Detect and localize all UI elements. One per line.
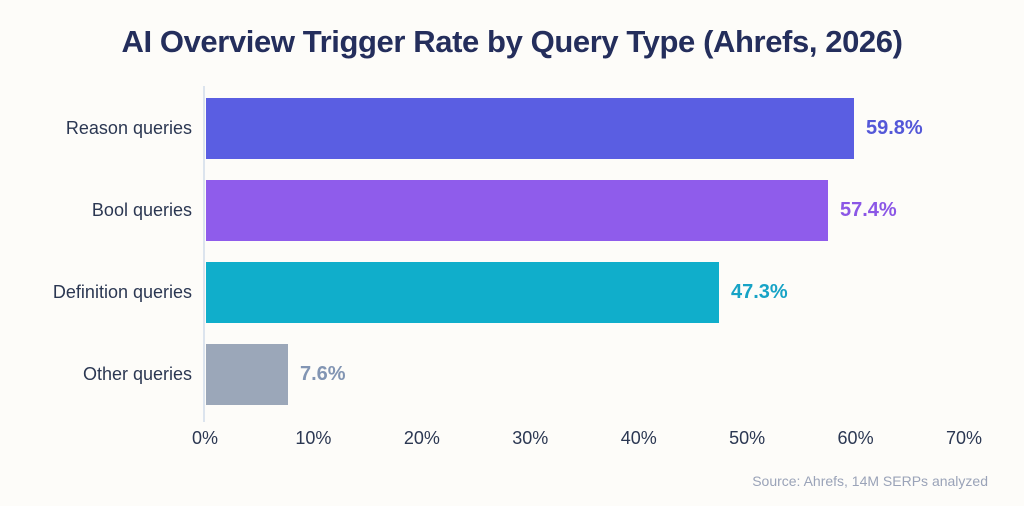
- x-tick-label: 70%: [945, 428, 983, 448]
- x-tick-label: 40%: [620, 428, 657, 448]
- bar: [206, 98, 854, 159]
- x-tick-label: 50%: [729, 428, 766, 448]
- category-label: Reason queries: [65, 117, 192, 138]
- x-tick-label: 20%: [403, 428, 440, 448]
- category-label: Definition queries: [52, 281, 192, 302]
- value-label: 57.4%: [840, 198, 897, 221]
- y-axis-line: [203, 86, 205, 422]
- value-label: 59.8%: [866, 116, 923, 139]
- bar: [206, 262, 719, 323]
- value-label: 47.3%: [731, 280, 788, 303]
- bar: [206, 180, 828, 241]
- category-label: Other queries: [82, 363, 192, 384]
- x-tick-label: 60%: [837, 428, 874, 448]
- x-tick-label: 30%: [512, 428, 549, 448]
- chart-title: AI Overview Trigger Rate by Query Type (…: [121, 24, 903, 59]
- x-tick-label: 0%: [191, 428, 219, 448]
- value-label: 7.6%: [300, 362, 346, 385]
- source-note: Source: Ahrefs, 14M SERPs analyzed: [752, 473, 988, 489]
- bar: [206, 344, 288, 405]
- category-label: Bool queries: [91, 199, 192, 220]
- x-tick-label: 10%: [295, 428, 332, 448]
